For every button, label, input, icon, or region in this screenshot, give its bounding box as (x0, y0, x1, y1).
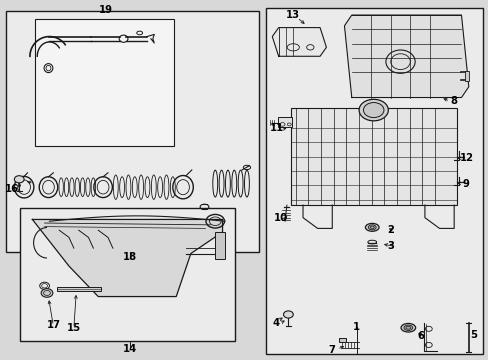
Ellipse shape (403, 325, 412, 330)
Text: 8: 8 (450, 96, 457, 106)
Circle shape (41, 289, 53, 297)
Text: 5: 5 (469, 330, 476, 340)
Bar (338, 338, 346, 342)
Text: 4: 4 (272, 319, 279, 328)
Circle shape (40, 282, 49, 289)
Text: 2: 2 (386, 225, 393, 235)
Text: 1: 1 (352, 322, 360, 332)
Text: 16: 16 (4, 184, 19, 194)
Bar (20, 208, 234, 341)
Text: 18: 18 (122, 252, 137, 262)
Polygon shape (272, 28, 326, 56)
Bar (35, 19, 173, 146)
Ellipse shape (365, 224, 378, 231)
Bar (215, 232, 224, 259)
Ellipse shape (358, 99, 387, 121)
Circle shape (283, 311, 293, 318)
Bar (277, 117, 292, 127)
Text: 3: 3 (386, 241, 393, 251)
Text: 11: 11 (269, 123, 284, 133)
Text: 17: 17 (46, 320, 60, 330)
Bar (266, 8, 483, 354)
Text: 12: 12 (458, 153, 472, 163)
Text: 9: 9 (462, 179, 469, 189)
Ellipse shape (363, 103, 383, 118)
Polygon shape (32, 220, 222, 297)
Text: 6: 6 (417, 331, 424, 341)
Ellipse shape (400, 323, 415, 332)
Text: 15: 15 (67, 323, 81, 333)
Bar (464, 71, 468, 81)
Text: 14: 14 (122, 343, 137, 354)
Bar (290, 108, 456, 205)
Text: 7: 7 (328, 345, 335, 355)
Bar (57, 287, 101, 291)
Bar (5, 12, 259, 252)
Polygon shape (344, 15, 468, 98)
Text: 19: 19 (98, 5, 112, 15)
Text: 10: 10 (273, 213, 287, 222)
Ellipse shape (367, 225, 375, 230)
Text: 13: 13 (285, 10, 300, 20)
Circle shape (14, 176, 24, 183)
